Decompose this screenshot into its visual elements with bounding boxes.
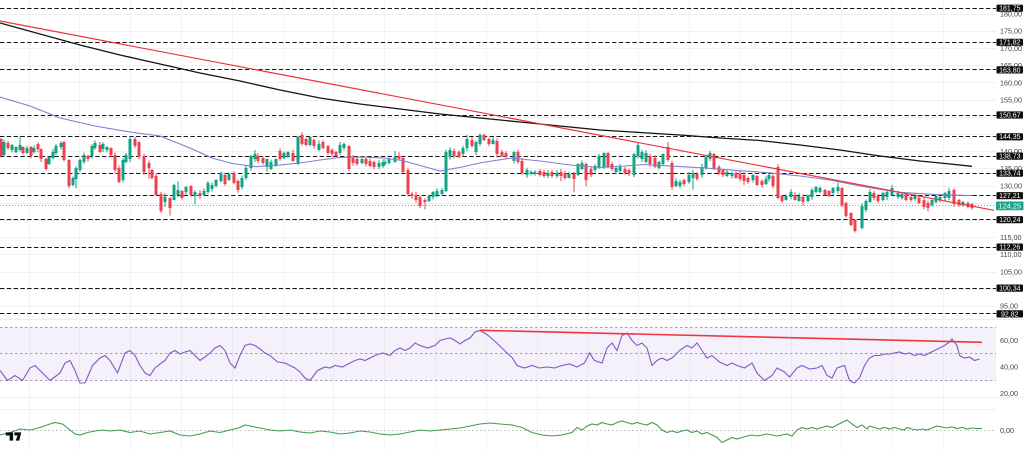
- svg-text:181,75: 181,75: [999, 6, 1021, 13]
- svg-text:60,00: 60,00: [1000, 336, 1018, 345]
- svg-text:124,25: 124,25: [998, 202, 1021, 211]
- svg-text:112,26: 112,26: [999, 245, 1020, 252]
- svg-text:150,67: 150,67: [999, 112, 1021, 119]
- svg-text:135,00: 135,00: [1000, 164, 1022, 173]
- svg-text:175,00: 175,00: [1000, 27, 1022, 36]
- svg-text:130,00: 130,00: [1000, 181, 1022, 190]
- svg-text:92,82: 92,82: [1001, 311, 1019, 318]
- svg-text:0,00: 0,00: [1000, 426, 1014, 435]
- svg-text:144,35: 144,35: [999, 134, 1021, 141]
- svg-text:180,00: 180,00: [1000, 10, 1022, 19]
- svg-text:110,00: 110,00: [1000, 250, 1021, 259]
- svg-text:171,82: 171,82: [999, 40, 1021, 47]
- svg-text:163,80: 163,80: [999, 67, 1021, 74]
- svg-text:160,00: 160,00: [1000, 78, 1022, 87]
- svg-text:127,21: 127,21: [999, 193, 1021, 200]
- svg-text:40,00: 40,00: [1000, 363, 1018, 372]
- svg-text:105,00: 105,00: [1000, 267, 1022, 276]
- svg-text:140,00: 140,00: [1000, 147, 1022, 156]
- svg-text:95,00: 95,00: [1000, 302, 1018, 311]
- svg-text:100,34: 100,34: [999, 286, 1021, 293]
- svg-text:165,00: 165,00: [1000, 61, 1022, 70]
- svg-text:170,00: 170,00: [1000, 44, 1022, 53]
- svg-text:120,24: 120,24: [999, 217, 1021, 224]
- svg-text:155,00: 155,00: [1000, 96, 1022, 105]
- svg-text:138,73: 138,73: [999, 154, 1021, 161]
- svg-text:115,00: 115,00: [1000, 233, 1021, 242]
- svg-text:20,00: 20,00: [1000, 389, 1018, 398]
- svg-text:133,74: 133,74: [999, 171, 1021, 178]
